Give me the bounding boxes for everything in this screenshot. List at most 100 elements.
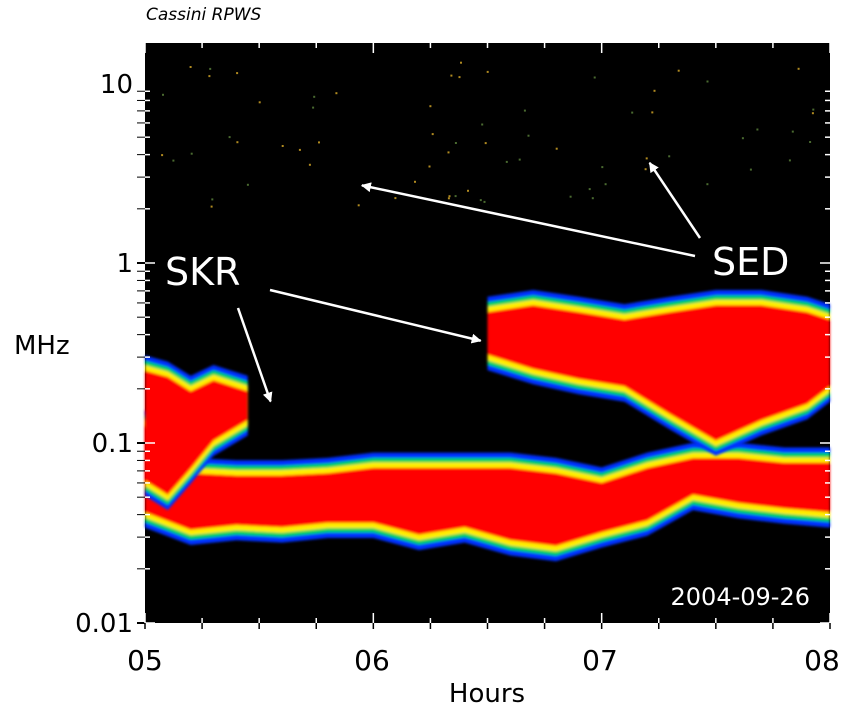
skr-annotation-label: SKR <box>165 250 240 294</box>
y-tick-label: 10 <box>100 70 133 100</box>
x-tick-label: 05 <box>127 644 163 677</box>
sed-speckle <box>308 163 311 166</box>
sed-speckle <box>591 197 594 200</box>
sed-speckle <box>741 137 744 140</box>
sed-speckle <box>518 158 521 161</box>
y-tick-label: 0.01 <box>75 609 133 639</box>
sed-speckle <box>431 133 434 136</box>
y-tick-label: 1 <box>116 249 133 279</box>
date-label: 2004-09-26 <box>671 583 810 611</box>
sed-speckle <box>645 157 648 160</box>
sed-speckle <box>447 197 450 200</box>
sed-speckle <box>298 148 301 151</box>
sed-speckle <box>706 80 709 83</box>
sed-speckle <box>797 67 800 70</box>
annotation-arrows <box>236 162 702 403</box>
emission-band <box>145 355 248 511</box>
sed-speckle <box>172 159 175 162</box>
sed-speckle <box>460 61 462 64</box>
sed-speckle <box>454 195 457 198</box>
sed-speckle <box>211 198 214 201</box>
sed-speckle <box>479 199 482 202</box>
sed-speckle <box>161 154 164 157</box>
sed-speckle <box>189 66 192 68</box>
sed-speckle <box>357 204 360 207</box>
sed-speckle <box>706 183 709 186</box>
sed-speckle <box>208 75 211 78</box>
sed-speckle <box>677 69 680 72</box>
emission-band-layer <box>145 424 830 546</box>
y-axis-label: MHz <box>14 331 70 361</box>
emission-band-layer <box>487 305 830 441</box>
sed-speckle <box>593 76 596 79</box>
sed-annotation-label: SED <box>712 240 789 284</box>
emission-band <box>487 290 830 456</box>
sed-speckle <box>555 147 558 150</box>
sed-speckle <box>588 188 591 191</box>
skr-arrow <box>269 288 482 344</box>
sed-speckle <box>458 76 461 79</box>
sed-speckle <box>791 130 794 133</box>
x-tick-label: 06 <box>354 644 390 677</box>
sed-speckle <box>394 197 397 200</box>
sed-speckle <box>631 111 634 114</box>
sed-speckle <box>162 93 164 96</box>
sed-speckle <box>483 200 486 203</box>
sed-speckle <box>281 145 284 147</box>
sed-speckle <box>523 109 526 112</box>
x-axis-label: Hours <box>449 679 525 709</box>
sed-speckle <box>454 142 457 144</box>
sed-speckle <box>228 136 231 139</box>
sed-speckle <box>429 105 432 108</box>
sed-speckle <box>447 151 450 154</box>
x-tick-label: 08 <box>804 644 840 677</box>
emission-band <box>145 409 830 562</box>
x-tick-label: 07 <box>582 644 618 677</box>
sed-speckle <box>505 160 508 163</box>
sed-speckle <box>312 106 315 109</box>
sed-speckle <box>653 89 656 92</box>
sed-speckle <box>569 195 572 198</box>
sed-speckle <box>788 159 791 162</box>
sed-speckle <box>258 101 261 104</box>
emission-band-layer <box>145 370 248 495</box>
sed-speckle <box>335 92 338 95</box>
sed-speckle <box>811 112 814 115</box>
sed-speckle <box>236 72 239 75</box>
emission-layer <box>145 290 830 562</box>
sed-speckle <box>448 195 451 198</box>
sed-speckle <box>209 67 212 70</box>
sed-speckle <box>749 168 752 171</box>
sed-speckle <box>604 183 607 186</box>
sed-speckle <box>668 155 671 158</box>
skr-arrow <box>236 307 273 403</box>
y-tick-label: 0.1 <box>92 429 133 459</box>
sed-arrow <box>360 182 696 258</box>
sed-speckle <box>651 111 654 114</box>
sed-speckle <box>210 205 213 208</box>
sed-speckle <box>756 128 759 131</box>
sed-speckle <box>190 152 193 155</box>
axis-ticks <box>137 43 831 629</box>
sed-speckle <box>246 183 249 186</box>
sed-speckle <box>428 165 431 168</box>
sed-arrow <box>648 162 702 239</box>
sed-speckle <box>484 142 487 145</box>
sed-speckle <box>527 134 530 137</box>
sed-speckle <box>809 141 812 143</box>
sed-speckle <box>467 189 469 192</box>
sed-speckle <box>318 141 320 144</box>
instrument-title: Cassini RPWS <box>146 5 262 25</box>
sed-speckle <box>236 141 239 144</box>
sed-speckle <box>644 168 647 171</box>
sed-speckle <box>313 95 316 98</box>
sed-speckle <box>481 123 484 126</box>
sed-speckle <box>450 74 453 77</box>
sed-speckle <box>601 166 604 169</box>
sed-speckle <box>812 108 815 111</box>
sed-speckle <box>486 70 489 73</box>
sed-dots-layer <box>161 61 815 208</box>
sed-speckle <box>414 180 416 183</box>
